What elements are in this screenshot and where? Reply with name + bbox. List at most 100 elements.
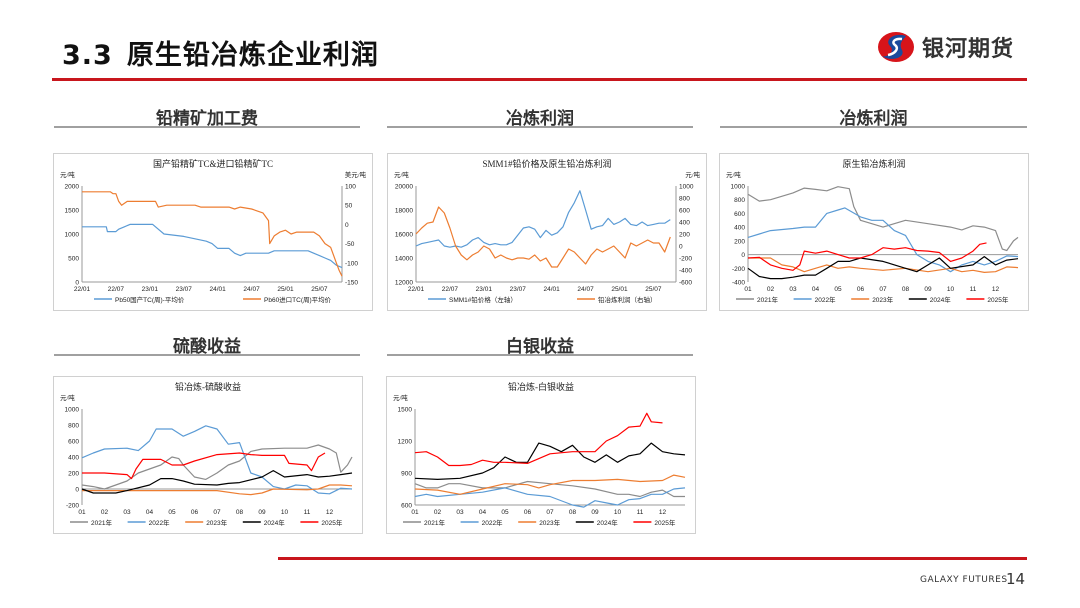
y-tick-label: 1000 [65, 232, 80, 239]
x-tick-label: 01 [411, 509, 419, 516]
series-line [82, 223, 343, 269]
legend-label: 铅冶炼利润（右轴） [598, 295, 657, 304]
series-line [414, 487, 686, 508]
logo-text: 银河期货 [922, 37, 1015, 62]
chart-title: 国产铅精矿TC&进口铅精矿TC [153, 158, 273, 169]
chart-smelting-profit-seasonal: 原生铅冶炼利润 元/吨 -400 -200 0 200 400 600 800 1000 01 02 0… [719, 153, 1029, 311]
y-right-tick-label: -400 [679, 268, 692, 275]
chart-title: 原生铅冶炼利润 [842, 158, 905, 169]
x-tick-label: 12 [992, 286, 1000, 293]
chart-title: 铅冶炼-白银收益 [508, 381, 574, 392]
series-line [415, 190, 671, 248]
y-tick-label: 900 [401, 471, 412, 478]
x-tick-label: 09 [258, 509, 266, 516]
y-tick-label: 14000 [395, 256, 413, 263]
section-divider [387, 126, 693, 128]
x-tick-label: 10 [281, 509, 289, 516]
y-right-tick-label: -200 [679, 256, 692, 263]
x-tick-label: 25/07 [645, 286, 662, 293]
y-right-tick-label: 600 [679, 208, 690, 215]
left-unit-label: 元/吨 [60, 393, 75, 402]
logo: 银河期货 [876, 30, 1014, 64]
page-title: 3.3 原生铅冶炼企业利润 [62, 33, 379, 72]
x-tick-label: 03 [456, 509, 464, 516]
y-tick-label: 1500 [65, 208, 80, 215]
series-line [415, 206, 671, 268]
legend-label: SMM1#铅价格（左轴） [449, 295, 517, 304]
x-tick-label: 24/07 [243, 286, 260, 293]
y-tick-label: 500 [68, 256, 79, 263]
y-right-tick-label: 50 [345, 203, 353, 210]
chart-title: SMM1#铅价格及原生铅冶炼利润 [482, 158, 611, 169]
legend-label: 2021年 [424, 518, 445, 527]
y-right-tick-label: 200 [679, 232, 690, 239]
y-right-tick-label: 0 [345, 222, 349, 229]
section-number: 3.3 [62, 40, 113, 71]
y-tick-label: 600 [734, 211, 745, 218]
y-right-tick-label: -100 [345, 260, 358, 267]
page-number: 14 [1006, 570, 1026, 588]
section-heading-smelting-profit-seasonal: 冶炼利润 [839, 109, 908, 129]
x-tick-label: 07 [213, 509, 221, 516]
right-unit-label: 美元/吨 [345, 170, 367, 179]
section-divider [720, 126, 1027, 128]
x-tick-label: 25/01 [277, 286, 294, 293]
series-line [414, 442, 686, 481]
x-tick-label: 09 [591, 509, 599, 516]
x-tick-label: 05 [168, 509, 176, 516]
footer-brand: GALAXY FUTURES [920, 575, 1008, 585]
x-tick-label: 23/07 [510, 286, 527, 293]
section-heading-smelting-profit: 冶炼利润 [506, 109, 574, 129]
legend-label: 2025年 [987, 295, 1008, 304]
section-heading-lead-tc: 铅精矿加工费 [156, 109, 258, 129]
legend-label: 2021年 [757, 295, 778, 304]
chart-lead-price-and-profit: SMM1#铅价格及原生铅冶炼利润 元/吨 元/吨 12000 14000 16000 180… [387, 153, 707, 311]
series-line [82, 452, 326, 480]
series-line [82, 484, 353, 496]
x-tick-label: 06 [857, 286, 865, 293]
legend-label: 2022年 [815, 295, 836, 304]
x-tick-label: 11 [970, 286, 977, 293]
x-tick-label: 09 [924, 286, 932, 293]
y-tick-label: 0 [75, 487, 79, 494]
x-tick-label: 06 [191, 509, 199, 516]
x-tick-label: 23/01 [142, 286, 159, 293]
y-tick-label: -200 [732, 266, 745, 273]
legend-label: Pb60进口TC(周)平均价 [264, 295, 332, 304]
y-tick-label: 1200 [398, 439, 413, 446]
left-unit-label: 元/吨 [394, 170, 409, 179]
y-right-tick-label: 100 [345, 184, 356, 191]
y-tick-label: -400 [732, 280, 745, 287]
x-tick-label: 01 [744, 286, 752, 293]
left-unit-label: 元/吨 [393, 393, 408, 402]
section-heading-sulfuric-acid: 硫酸收益 [173, 337, 241, 357]
legend-label: 2023年 [872, 295, 893, 304]
section-divider [54, 354, 360, 356]
series-line [81, 469, 353, 494]
series-line [81, 425, 353, 495]
chart-svg: 国产铅精矿TC&进口铅精矿TC 元/吨 美元/吨 0 500 1000 1500 2000 -1… [60, 158, 367, 304]
x-tick-label: 08 [236, 509, 244, 516]
series-line [748, 257, 1019, 274]
y-tick-label: 200 [68, 471, 79, 478]
series-line [747, 242, 987, 271]
series-line [414, 474, 686, 495]
legend-label: 2023年 [539, 518, 560, 527]
legend-label: 2024年 [930, 295, 951, 304]
left-unit-label: 元/吨 [60, 170, 75, 179]
x-tick-label: 02 [434, 509, 442, 516]
y-tick-label: 2000 [65, 184, 80, 191]
series-line [414, 412, 663, 467]
x-tick-label: 07 [879, 286, 887, 293]
chart-sulfuric-acid-income: 铅冶炼-硫酸收益 元/吨 -200 0 200 400 600 800 1000 01 02 03 04… [53, 376, 363, 534]
y-right-tick-label: -150 [345, 280, 358, 287]
x-tick-label: 11 [637, 509, 644, 516]
series-line [81, 444, 353, 490]
legend-label: 2022年 [482, 518, 503, 527]
y-tick-label: 18000 [395, 208, 413, 215]
x-tick-label: 24/01 [210, 286, 227, 293]
y-tick-label: 600 [68, 439, 79, 446]
